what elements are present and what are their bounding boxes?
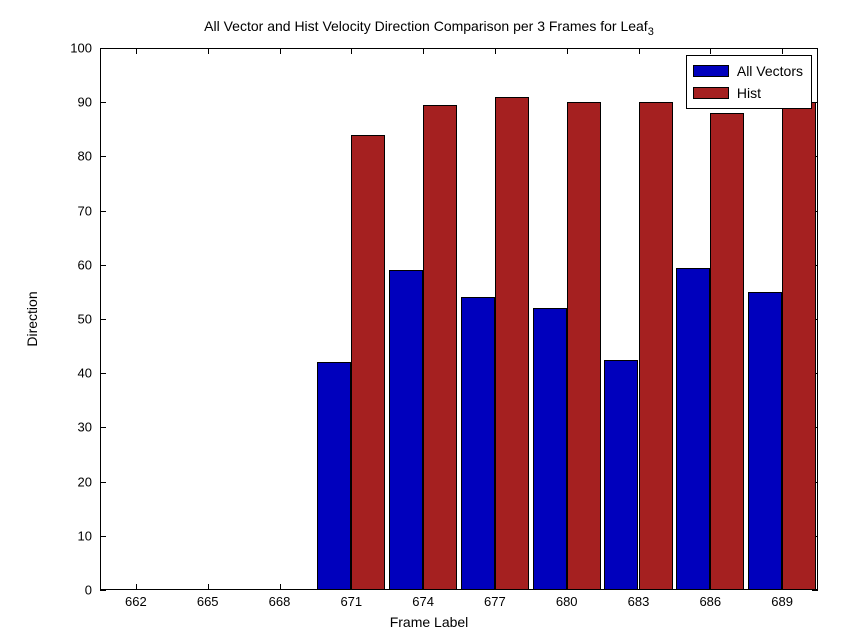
legend-swatch	[693, 87, 729, 99]
y-tick-label: 80	[52, 149, 92, 164]
chart-container: All Vector and Hist Velocity Direction C…	[0, 0, 858, 643]
bar	[710, 113, 744, 590]
bar	[748, 292, 782, 590]
x-tick-mark	[136, 584, 137, 590]
y-tick-label: 20	[52, 474, 92, 489]
y-tick-mark	[100, 265, 106, 266]
bar	[351, 135, 385, 590]
y-tick-mark	[812, 590, 818, 591]
bar	[782, 102, 816, 590]
legend-item: All Vectors	[693, 60, 803, 82]
x-tick-mark	[639, 48, 640, 54]
y-tick-mark	[100, 102, 106, 103]
x-tick-mark	[208, 584, 209, 590]
x-tick-mark	[136, 48, 137, 54]
y-tick-mark	[100, 536, 106, 537]
bar	[423, 105, 457, 590]
x-tick-label: 671	[340, 594, 362, 609]
bar	[317, 362, 351, 590]
legend-label: All Vectors	[737, 63, 803, 79]
y-tick-label: 100	[52, 41, 92, 56]
y-tick-mark	[100, 590, 106, 591]
x-axis-label: Frame Label	[0, 614, 858, 630]
x-tick-mark	[280, 584, 281, 590]
y-tick-mark	[100, 211, 106, 212]
x-tick-mark	[567, 48, 568, 54]
x-tick-label: 668	[269, 594, 291, 609]
x-tick-mark	[782, 48, 783, 54]
y-tick-mark	[812, 48, 818, 49]
legend: All Vectors Hist	[686, 55, 812, 109]
x-tick-label: 662	[125, 594, 147, 609]
x-tick-mark	[710, 48, 711, 54]
legend-item: Hist	[693, 82, 803, 104]
x-tick-mark	[423, 48, 424, 54]
bar	[567, 102, 601, 590]
y-tick-mark	[100, 156, 106, 157]
y-tick-label: 60	[52, 257, 92, 272]
x-tick-label: 689	[771, 594, 793, 609]
x-tick-label: 665	[197, 594, 219, 609]
x-tick-label: 686	[699, 594, 721, 609]
y-tick-mark	[100, 48, 106, 49]
y-tick-mark	[100, 482, 106, 483]
y-tick-label: 0	[52, 583, 92, 598]
bar	[676, 268, 710, 590]
x-tick-mark	[351, 48, 352, 54]
title-subscript: 3	[648, 26, 654, 38]
x-tick-mark	[208, 48, 209, 54]
bar	[495, 97, 529, 590]
bar	[461, 297, 495, 590]
legend-swatch	[693, 65, 729, 77]
x-tick-label: 683	[628, 594, 650, 609]
y-tick-label: 70	[52, 203, 92, 218]
bar	[604, 360, 638, 590]
x-tick-label: 680	[556, 594, 578, 609]
y-tick-label: 50	[52, 312, 92, 327]
y-tick-label: 30	[52, 420, 92, 435]
y-axis-label: Direction	[24, 291, 40, 346]
y-tick-label: 10	[52, 528, 92, 543]
bar	[389, 270, 423, 590]
y-tick-label: 90	[52, 95, 92, 110]
x-tick-label: 674	[412, 594, 434, 609]
x-tick-mark	[280, 48, 281, 54]
y-tick-label: 40	[52, 366, 92, 381]
legend-label: Hist	[737, 85, 761, 101]
y-tick-mark	[100, 373, 106, 374]
bar	[533, 308, 567, 590]
title-text: All Vector and Hist Velocity Direction C…	[204, 18, 648, 34]
y-tick-mark	[100, 319, 106, 320]
y-tick-mark	[100, 427, 106, 428]
x-tick-label: 677	[484, 594, 506, 609]
chart-title: All Vector and Hist Velocity Direction C…	[0, 18, 858, 38]
bar	[639, 102, 673, 590]
x-tick-mark	[495, 48, 496, 54]
